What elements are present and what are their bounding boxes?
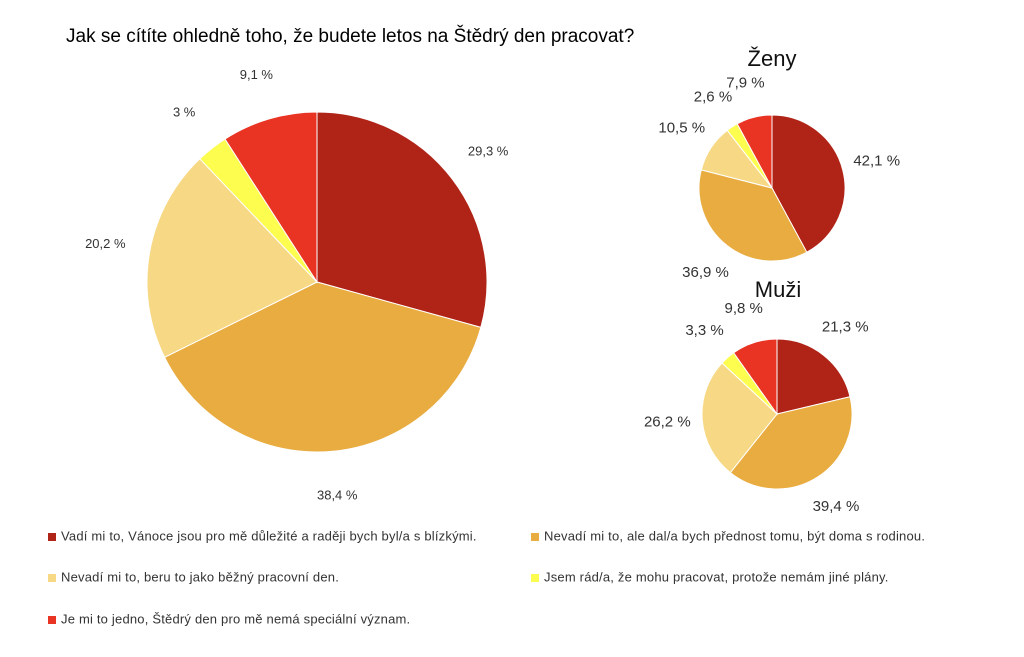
pie-slice bbox=[776, 338, 851, 415]
pie-title: Ženy bbox=[748, 46, 797, 71]
data-label: 7,9 % bbox=[726, 74, 764, 91]
pie-slice bbox=[698, 169, 808, 262]
pie-slice bbox=[736, 114, 773, 189]
data-label: 10,5 % bbox=[658, 120, 705, 137]
legend-label: Vadí mi to, Vánoce jsou pro mě důležité … bbox=[61, 528, 477, 543]
data-label: 29,3 % bbox=[468, 143, 509, 158]
legend-swatch bbox=[48, 616, 56, 624]
pie-slice bbox=[316, 111, 488, 328]
legend-swatch bbox=[48, 574, 56, 582]
data-label: 39,4 % bbox=[813, 498, 860, 515]
data-label: 9,1 % bbox=[240, 67, 274, 82]
legend-label: Je mi to jedno, Štědrý den pro mě nemá s… bbox=[61, 611, 410, 626]
pie-slice bbox=[729, 396, 853, 490]
data-label: 38,4 % bbox=[317, 487, 358, 502]
pie-slice bbox=[163, 281, 482, 453]
legend-swatch bbox=[531, 574, 539, 582]
data-label: 3 % bbox=[173, 104, 196, 119]
legend-swatch bbox=[531, 533, 539, 541]
chart-title: Jak se cítíte ohledně toho, že budete le… bbox=[66, 25, 634, 47]
pie-slice bbox=[146, 158, 318, 358]
pie-title: Muži bbox=[755, 277, 801, 302]
legend-label: Nevadí mi to, beru to jako běžný pracovn… bbox=[61, 569, 339, 584]
data-label: 9,8 % bbox=[724, 300, 762, 317]
data-label: 2,6 % bbox=[694, 89, 732, 106]
data-label: 3,3 % bbox=[685, 322, 723, 339]
legend-label: Nevadí mi to, ale dal/a bych přednost to… bbox=[544, 528, 925, 543]
data-label: 42,1 % bbox=[853, 152, 900, 169]
pie-slice bbox=[224, 111, 318, 284]
data-label: 21,3 % bbox=[822, 319, 869, 336]
legend-label: Jsem rád/a, že mohu pracovat, protože ne… bbox=[544, 569, 889, 584]
pie-slice bbox=[771, 114, 846, 253]
pie-slice bbox=[701, 362, 778, 474]
data-label: 20,2 % bbox=[85, 236, 126, 251]
data-label: 26,2 % bbox=[644, 413, 691, 430]
pie-slice bbox=[732, 338, 778, 416]
data-label: 36,9 % bbox=[682, 264, 729, 281]
legend-swatch bbox=[48, 533, 56, 541]
